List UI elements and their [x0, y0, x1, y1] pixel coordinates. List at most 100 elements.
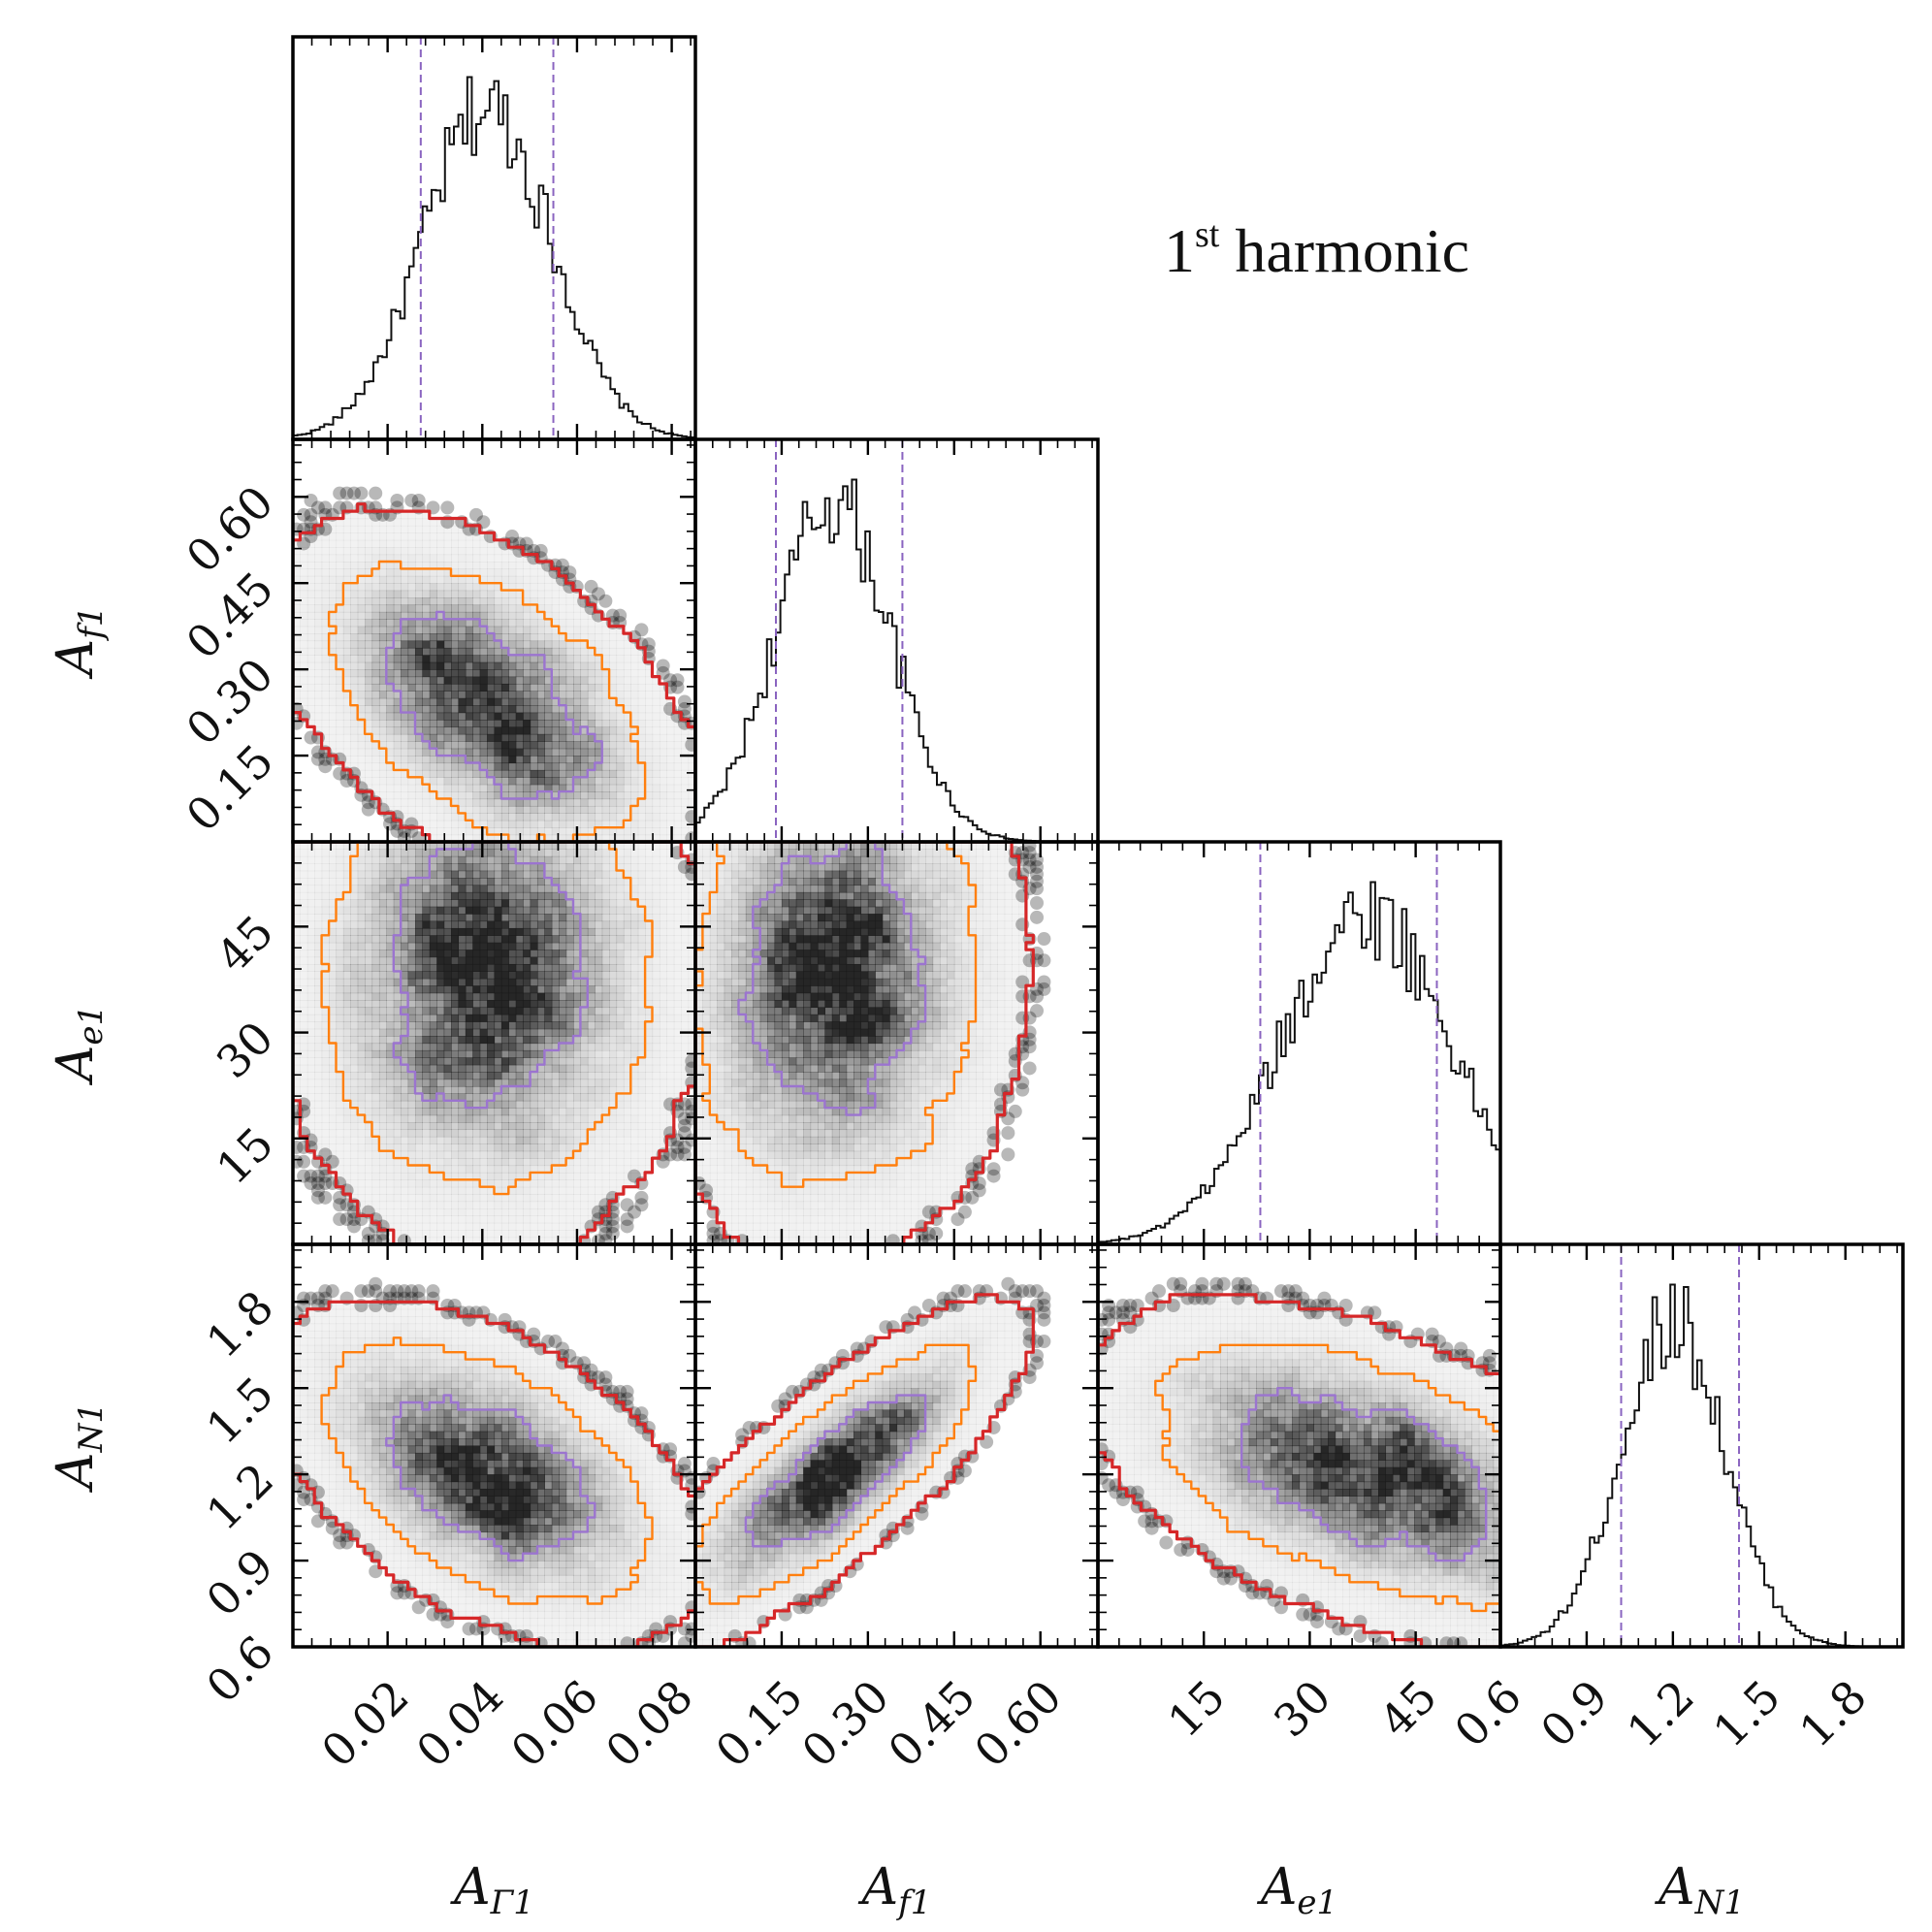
density-cell [458, 849, 467, 857]
density-cell [573, 604, 582, 613]
density-cell [587, 1093, 596, 1102]
density-cell [494, 762, 502, 771]
density-cell [479, 626, 488, 634]
density-cell [479, 920, 488, 929]
density-cell [487, 992, 496, 1001]
density-cell [429, 971, 437, 980]
density-cell [601, 661, 610, 670]
density-cell [565, 633, 574, 642]
density-cell [494, 1036, 502, 1045]
density-cell [465, 661, 473, 670]
density-cell [645, 748, 654, 757]
density-cell [508, 885, 517, 893]
density-cell [595, 813, 603, 821]
density-cell [637, 971, 646, 980]
density-cell [688, 885, 695, 893]
density-cell [623, 777, 631, 786]
density-cell [300, 1129, 308, 1138]
density-cell [573, 769, 582, 778]
density-cell [336, 1057, 344, 1066]
density-cell [336, 855, 344, 864]
density-cell [500, 920, 509, 929]
density-cell [414, 906, 423, 915]
density-cell [350, 1021, 359, 1030]
density-cell [652, 891, 660, 900]
density-cell [458, 842, 467, 851]
density-cell [321, 978, 330, 986]
density-cell [479, 1072, 488, 1080]
density-cell [580, 756, 589, 764]
density-cell [342, 539, 351, 548]
density-cell [565, 1150, 574, 1159]
density-cell [673, 878, 682, 886]
density-cell [479, 640, 488, 649]
density-cell [378, 791, 387, 800]
density-cell [371, 518, 380, 527]
density-cell [306, 942, 315, 950]
density-cell [422, 619, 431, 628]
density-cell [659, 1129, 667, 1138]
density-cell [551, 697, 560, 706]
density-cell [451, 1079, 460, 1087]
density-cell [443, 1172, 452, 1180]
histogram-panel-a-f1 [693, 437, 1100, 844]
density-cell [659, 748, 667, 757]
density-cell [436, 942, 445, 950]
density-cell [314, 532, 323, 541]
density-cell [500, 935, 509, 944]
density-cell [523, 554, 531, 563]
density-cell [429, 1057, 437, 1066]
density-cell [314, 1014, 323, 1022]
density-cell [357, 561, 366, 569]
density-cell [559, 813, 567, 821]
density-cell [515, 956, 524, 965]
density-cell [652, 1150, 660, 1159]
density-cell [357, 914, 366, 922]
density-cell [365, 1100, 373, 1109]
density-cell [573, 1072, 582, 1080]
density-cell [616, 1114, 625, 1123]
density-cell [414, 525, 423, 533]
density-cell [329, 992, 338, 1001]
density-cell [573, 611, 582, 620]
density-cell [616, 633, 625, 642]
density-cell [688, 863, 695, 872]
density-cell [429, 1000, 437, 1009]
density-cell [688, 906, 695, 915]
density-cell [350, 1158, 359, 1167]
density-cell [451, 1114, 460, 1123]
density-cell [422, 669, 431, 678]
density-cell [401, 748, 409, 757]
density-cell [329, 870, 338, 879]
density-cell [429, 914, 437, 922]
density-cell [357, 942, 366, 950]
density-cell [429, 741, 437, 750]
density-cell [357, 691, 366, 699]
density-cell [630, 1014, 639, 1022]
density-cell [350, 1057, 359, 1066]
density-cell [321, 554, 330, 563]
density-cell [523, 827, 531, 836]
density-cell [321, 518, 330, 527]
density-cell [378, 525, 387, 533]
density-cell [314, 1100, 323, 1109]
density-cell [336, 985, 344, 994]
density-cell [616, 791, 625, 800]
density-cell [559, 992, 567, 1001]
density-cell [595, 1007, 603, 1015]
density-cell [451, 697, 460, 706]
density-cell [401, 1064, 409, 1073]
density-cell [609, 870, 618, 879]
density-cell [494, 691, 502, 699]
density-cell [429, 619, 437, 628]
density-cell [393, 1172, 402, 1180]
density-cell [587, 842, 596, 851]
density-cell [508, 1021, 517, 1030]
density-cell [536, 1079, 545, 1087]
density-cell [681, 1036, 690, 1045]
density-cell [595, 935, 603, 944]
density-cell [336, 676, 344, 685]
density-cell [458, 950, 467, 958]
density-cell [393, 956, 402, 965]
density-cell [565, 863, 574, 872]
